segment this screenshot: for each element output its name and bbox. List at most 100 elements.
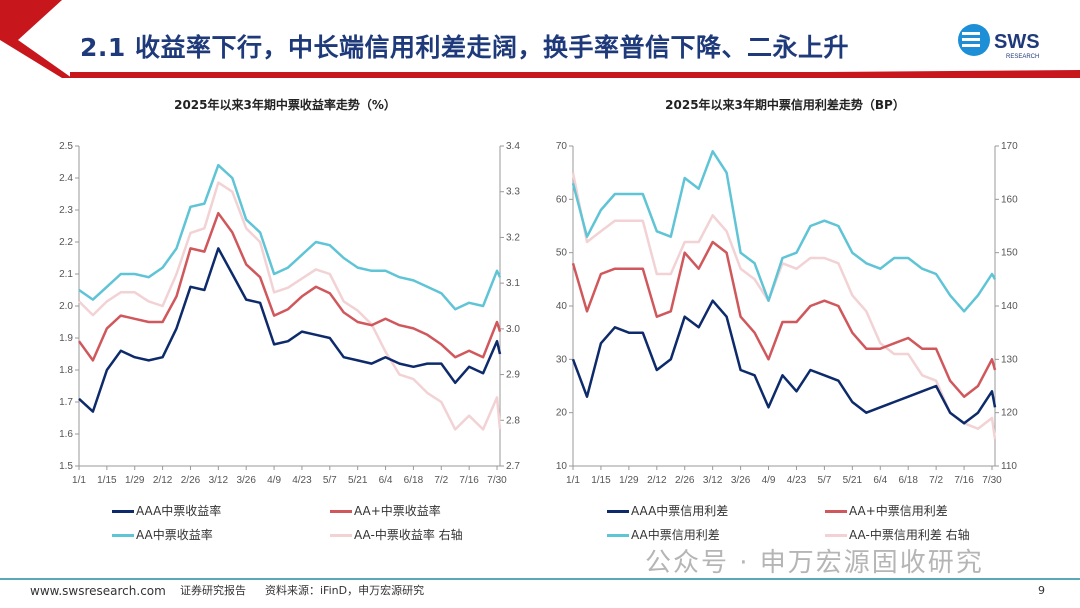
x-tick-label: 2/12 (153, 475, 173, 486)
series-line-3 (571, 172, 997, 440)
sws-logo: SWS RESEARCH (958, 24, 1040, 60)
legend-swatch (330, 534, 352, 537)
legend-item: AA中票收益率 (112, 528, 213, 543)
x-tick-label: 1/29 (619, 475, 639, 486)
y-tick-label: 70 (556, 141, 568, 152)
chart1-title: 2025年以来3年期中票收益率走势（%） (174, 98, 396, 112)
footer-divider (0, 578, 1080, 580)
page-title: 2.1 收益率下行，中长端信用利差走阔，换手率普信下降、二永上升 (80, 33, 849, 62)
y2-tick-label: 3.3 (506, 187, 520, 198)
legend-swatch (607, 534, 629, 537)
header-banner (0, 0, 1080, 78)
y2-tick-label: 140 (1001, 301, 1018, 312)
x-tick-label: 1/15 (591, 475, 611, 486)
chart2-title: 2025年以来3年期中票信用利差走势（BP） (665, 98, 905, 112)
legend-label: AAA中票收益率 (136, 504, 222, 518)
x-tick-label: 2/26 (181, 475, 201, 486)
y-tick-label: 50 (556, 248, 568, 259)
y-tick-label: 2.2 (59, 237, 73, 248)
x-tick-label: 5/7 (323, 475, 337, 486)
x-tick-label: 1/1 (72, 475, 86, 486)
y2-tick-label: 2.8 (506, 415, 520, 426)
y2-tick-label: 160 (1001, 194, 1018, 205)
y-tick-label: 2.4 (59, 173, 73, 184)
legend-item: AA中票信用利差 (607, 528, 720, 543)
legend-label: AAA中票信用利差 (631, 504, 729, 518)
y-tick-label: 2.0 (59, 301, 73, 312)
x-tick-label: 7/30 (982, 475, 1002, 486)
watermark: 公众号 · 申万宏源固收研究 (645, 548, 984, 578)
legend-swatch (330, 510, 352, 513)
y2-tick-label: 2.9 (506, 370, 520, 381)
x-tick-label: 5/21 (348, 475, 368, 486)
x-tick-label: 7/2 (929, 475, 943, 486)
x-tick-label: 7/16 (954, 475, 974, 486)
legend-label: AA中票信用利差 (631, 528, 720, 542)
x-tick-label: 6/18 (898, 475, 918, 486)
x-tick-label: 4/9 (267, 475, 281, 486)
legend-item: AA-中票收益率 右轴 (330, 528, 463, 543)
y2-tick-label: 2.7 (506, 461, 520, 472)
y2-tick-label: 170 (1001, 141, 1018, 152)
x-tick-label: 4/23 (787, 475, 807, 486)
x-tick-label: 1/1 (566, 475, 580, 486)
legend-swatch (825, 510, 847, 513)
x-tick-label: 7/2 (434, 475, 448, 486)
y-tick-label: 1.6 (59, 429, 73, 440)
legend-swatch (112, 534, 134, 537)
legend-item: AAA中票收益率 (112, 504, 221, 519)
svg-text:SWS: SWS (994, 31, 1040, 53)
y-tick-label: 1.9 (59, 333, 73, 344)
y-tick-label: 1.7 (59, 397, 73, 408)
y-tick-label: 2.3 (59, 205, 73, 216)
y-tick-label: 30 (556, 354, 568, 365)
yield-chart: 1.5 1.6 1.7 1.8 1.9 2.0 2.1 2.2 2.3 2.4 2.5 2.7 2.8 2… (59, 141, 520, 486)
x-tick-label: 2/26 (675, 475, 695, 486)
legend-label: AA-中票收益率 右轴 (354, 528, 463, 542)
x-tick-label: 6/18 (404, 475, 424, 486)
y-tick-label: 2.5 (59, 141, 73, 152)
y-tick-label: 1.5 (59, 461, 73, 472)
legend-swatch (607, 510, 629, 513)
legend-label: AA中票收益率 (136, 528, 213, 542)
y2-tick-label: 120 (1001, 408, 1018, 419)
spread-chart: 10 20 30 40 50 60 70 110 120 130 140 150 160 170 1/1 1/… (556, 141, 1018, 486)
series-line-0 (571, 299, 997, 425)
y-tick-label: 60 (556, 194, 568, 205)
legend-swatch (825, 534, 847, 537)
x-tick-label: 5/21 (843, 475, 863, 486)
x-tick-label: 3/12 (703, 475, 723, 486)
x-tick-label: 4/23 (292, 475, 312, 486)
x-tick-label: 5/7 (817, 475, 831, 486)
x-tick-label: 7/30 (487, 475, 507, 486)
y2-tick-label: 3.1 (506, 278, 520, 289)
x-tick-label: 1/15 (97, 475, 117, 486)
series-line-0 (78, 247, 502, 413)
x-tick-label: 3/26 (236, 475, 256, 486)
legend-item: AA+中票收益率 (330, 504, 441, 519)
series-line-1 (77, 211, 502, 362)
legend-swatch (112, 510, 134, 513)
y2-tick-label: 110 (1001, 461, 1017, 472)
legend-label: AA+中票信用利差 (849, 504, 948, 518)
y2-tick-label: 3.0 (506, 324, 520, 335)
series-line-2 (78, 163, 502, 311)
footer-url[interactable]: www.swsresearch.com (30, 584, 166, 598)
x-tick-label: 3/12 (209, 475, 229, 486)
series-line-1 (571, 240, 997, 398)
y-tick-label: 10 (556, 461, 568, 472)
x-tick-label: 1/29 (125, 475, 145, 486)
x-tick-label: 2/12 (647, 475, 667, 486)
legend-item: AAA中票信用利差 (607, 504, 728, 519)
title-underline (70, 72, 920, 78)
series-line-2 (571, 150, 997, 313)
y-tick-label: 2.1 (59, 269, 73, 280)
x-tick-label: 4/9 (762, 475, 776, 486)
x-tick-label: 6/4 (379, 475, 393, 486)
y-tick-label: 20 (556, 408, 568, 419)
y2-tick-label: 3.2 (506, 232, 520, 243)
series-line-3 (78, 181, 502, 431)
y2-tick-label: 3.4 (506, 141, 520, 152)
x-tick-label: 7/16 (459, 475, 479, 486)
footer-source: 资料来源：iFinD，申万宏源研究 (265, 584, 425, 597)
